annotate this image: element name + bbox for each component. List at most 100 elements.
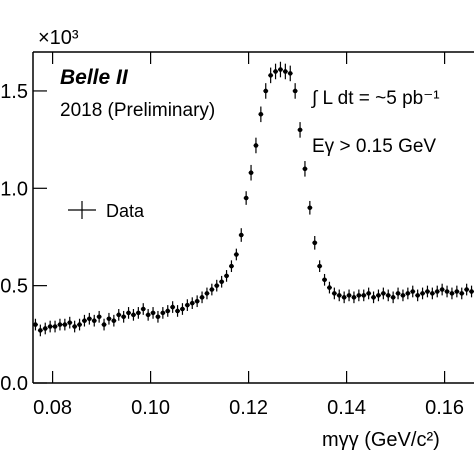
data-point [273,63,278,80]
y-tick-label: 0.5 [0,276,28,298]
experiment-label: Belle II [60,66,129,89]
point-part [170,304,175,310]
data-point [415,289,421,302]
data-point [160,307,166,319]
luminosity-label: ∫ L dt = ~5 pb⁻¹ [311,88,440,109]
point-part [131,312,136,318]
point-part [376,293,381,298]
point-part [449,291,455,296]
data-point [336,289,342,302]
status-label: 2018 (Preliminary) [60,100,215,121]
data-point [111,314,117,327]
point-part [214,283,220,288]
data-point [204,287,210,300]
point-part [194,298,200,304]
point-part [405,291,411,296]
point-part [366,291,371,296]
data-point [341,291,347,304]
point-part [77,322,82,327]
point-part [106,316,112,322]
point-part [341,295,347,300]
data-point [297,122,303,138]
point-part [371,295,376,300]
point-part [351,295,357,300]
data-point [400,289,406,302]
data-point [459,287,465,300]
point-part [434,289,440,294]
data-point [140,303,146,315]
data-point [376,289,381,302]
data-point [57,318,63,331]
data-point [263,83,269,99]
point-part [283,69,288,74]
point-part [454,289,460,294]
data-point [253,137,259,154]
data-point [356,289,362,302]
data-point [77,318,82,331]
data-point [439,283,445,296]
point-part [38,328,43,333]
point-part [263,88,269,94]
data-point [96,310,102,323]
data-point [209,283,215,296]
data-point [219,275,225,288]
point-part [381,291,386,296]
data-point [233,248,239,261]
data-point [302,161,308,177]
data-point [287,65,293,82]
point-part [385,293,391,298]
data-point [194,295,200,308]
point-part [336,293,342,298]
data-point [121,310,127,323]
data-point [366,287,372,300]
data-point [175,305,180,317]
point-part [150,310,156,316]
data-point [351,291,357,304]
point-part [346,293,352,298]
data-point [101,318,107,331]
point-part [243,195,249,201]
data-point [420,287,425,300]
point-part [420,291,425,296]
data-point [131,309,136,321]
point-part [91,318,97,323]
point-part [175,308,180,314]
data-point [449,287,455,300]
data-point [184,299,190,311]
legend-label: Data [106,201,145,221]
point-part [390,295,396,300]
data-point [371,291,376,304]
x-tick-label: 0.10 [131,397,170,419]
point-part [415,293,420,298]
energy-cut-label: Eγ > 0.15 GeV [312,136,436,157]
point-part [52,324,58,329]
data-point [42,322,48,335]
point-part [42,326,48,331]
data-point [248,164,254,181]
data-point [199,291,205,304]
point-part [234,252,239,257]
point-part [258,112,264,117]
point-part [189,300,195,306]
exponent-label: ×10³ [38,27,79,49]
data-point [82,314,87,327]
point-part [356,293,362,298]
point-part [136,310,141,316]
x-tick-label: 0.08 [33,397,72,419]
data-point [395,287,401,300]
data-point [268,67,274,84]
point-part [302,166,308,172]
data-point [307,200,313,215]
data-point [434,285,440,298]
data-point [135,307,141,319]
y-tick-label: 1.5 [0,81,28,103]
data-point [361,289,367,302]
data-point [150,307,156,319]
x-tick-label: 0.12 [229,397,268,419]
data-point [126,307,131,319]
point-part [248,170,254,176]
point-part [312,240,318,246]
data-point [410,285,416,298]
point-part [155,314,161,320]
